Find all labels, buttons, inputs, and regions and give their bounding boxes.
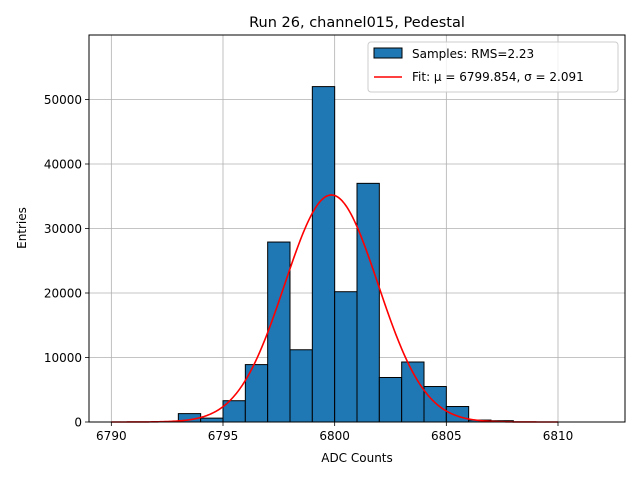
histogram-bar <box>200 417 224 423</box>
chart-title: Run 26, channel015, Pedestal <box>249 15 465 31</box>
legend-swatch-samples <box>373 47 403 59</box>
y-tick-label: 40000 <box>44 158 82 172</box>
legend-label-samples: Samples: RMS=2.23 <box>412 47 534 61</box>
histogram-bar <box>334 291 358 423</box>
x-tick-label: 6805 <box>431 429 462 443</box>
histogram-bars <box>177 86 514 423</box>
histogram-bar <box>356 182 380 423</box>
y-tick-label: 0 <box>74 416 82 430</box>
histogram-bar <box>267 241 291 423</box>
histogram-bar <box>423 386 447 423</box>
x-axis-ticks: 6790 6795 6800 6805 6810 <box>96 422 573 443</box>
legend-label-fit: Fit: μ = 6799.854, σ = 2.091 <box>412 70 584 84</box>
y-tick-label: 30000 <box>44 222 82 236</box>
y-tick-label: 20000 <box>44 287 82 301</box>
histogram-bar <box>445 406 470 423</box>
y-axis-label: Entries <box>15 207 29 249</box>
histogram-bar <box>289 349 313 423</box>
y-tick-label: 50000 <box>44 93 82 107</box>
x-tick-label: 6790 <box>96 429 127 443</box>
y-axis-ticks: 0 10000 20000 30000 40000 50000 <box>44 93 89 430</box>
histogram-bar <box>378 376 403 423</box>
y-tick-label: 10000 <box>44 351 82 365</box>
legend: Samples: RMS=2.23 Fit: μ = 6799.854, σ =… <box>367 41 619 93</box>
x-tick-label: 6800 <box>319 429 350 443</box>
x-tick-label: 6795 <box>208 429 239 443</box>
histogram-bar <box>311 86 336 423</box>
x-tick-label: 6810 <box>543 429 574 443</box>
x-axis-label: ADC Counts <box>321 451 393 465</box>
legend-box <box>367 41 619 93</box>
fit-curve <box>111 194 558 423</box>
